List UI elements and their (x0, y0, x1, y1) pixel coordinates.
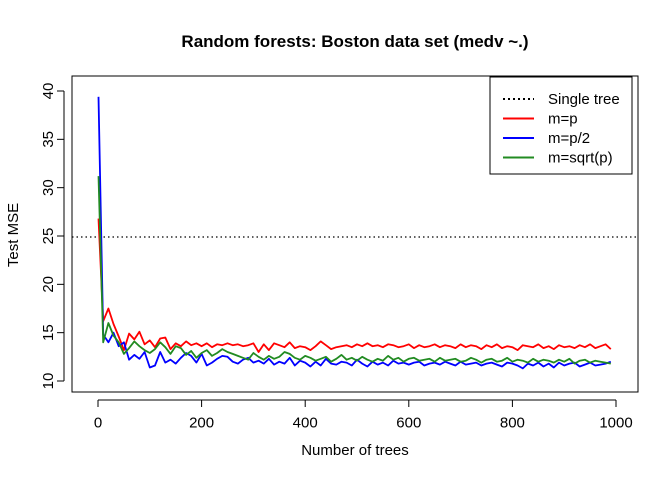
series-line-m-p (97, 218, 612, 353)
x-tick-label: 1000 (599, 414, 632, 431)
y-tick-label: 15 (40, 324, 57, 341)
chart-title: Random forests: Boston data set (medv ~.… (181, 32, 528, 51)
legend: Single tree m=p m=p/2 m=sqrt(p) (489, 76, 633, 175)
x-axis-label: Number of trees (301, 442, 409, 459)
series-line-m-sqrt-p- (97, 176, 611, 365)
x-tick-label: 600 (396, 414, 421, 431)
y-tick-label: 20 (40, 276, 57, 293)
legend-label: Single tree (548, 91, 620, 108)
legend-label: m=sqrt(p) (548, 150, 613, 167)
y-tick-label: 25 (40, 228, 57, 245)
legend-label: m=p (548, 111, 578, 128)
series-group (97, 96, 612, 370)
series-line-m-p-2 (97, 96, 612, 370)
y-tick-label: 30 (40, 179, 57, 196)
x-tick-label: 400 (293, 414, 318, 431)
y-tick-label: 40 (40, 83, 57, 100)
y-tick-label: 35 (40, 131, 57, 148)
x-tick-label: 0 (94, 414, 102, 431)
y-tick-label: 10 (40, 373, 57, 390)
x-tick-label: 800 (500, 414, 525, 431)
y-axis-label: Test MSE (5, 203, 22, 267)
plot-frame (71, 75, 639, 393)
axes: 0 200 400 600 800 1000 10 15 20 25 30 35 40 (40, 83, 633, 432)
x-tick-label: 200 (189, 414, 214, 431)
legend-label: m=p/2 (548, 130, 590, 147)
